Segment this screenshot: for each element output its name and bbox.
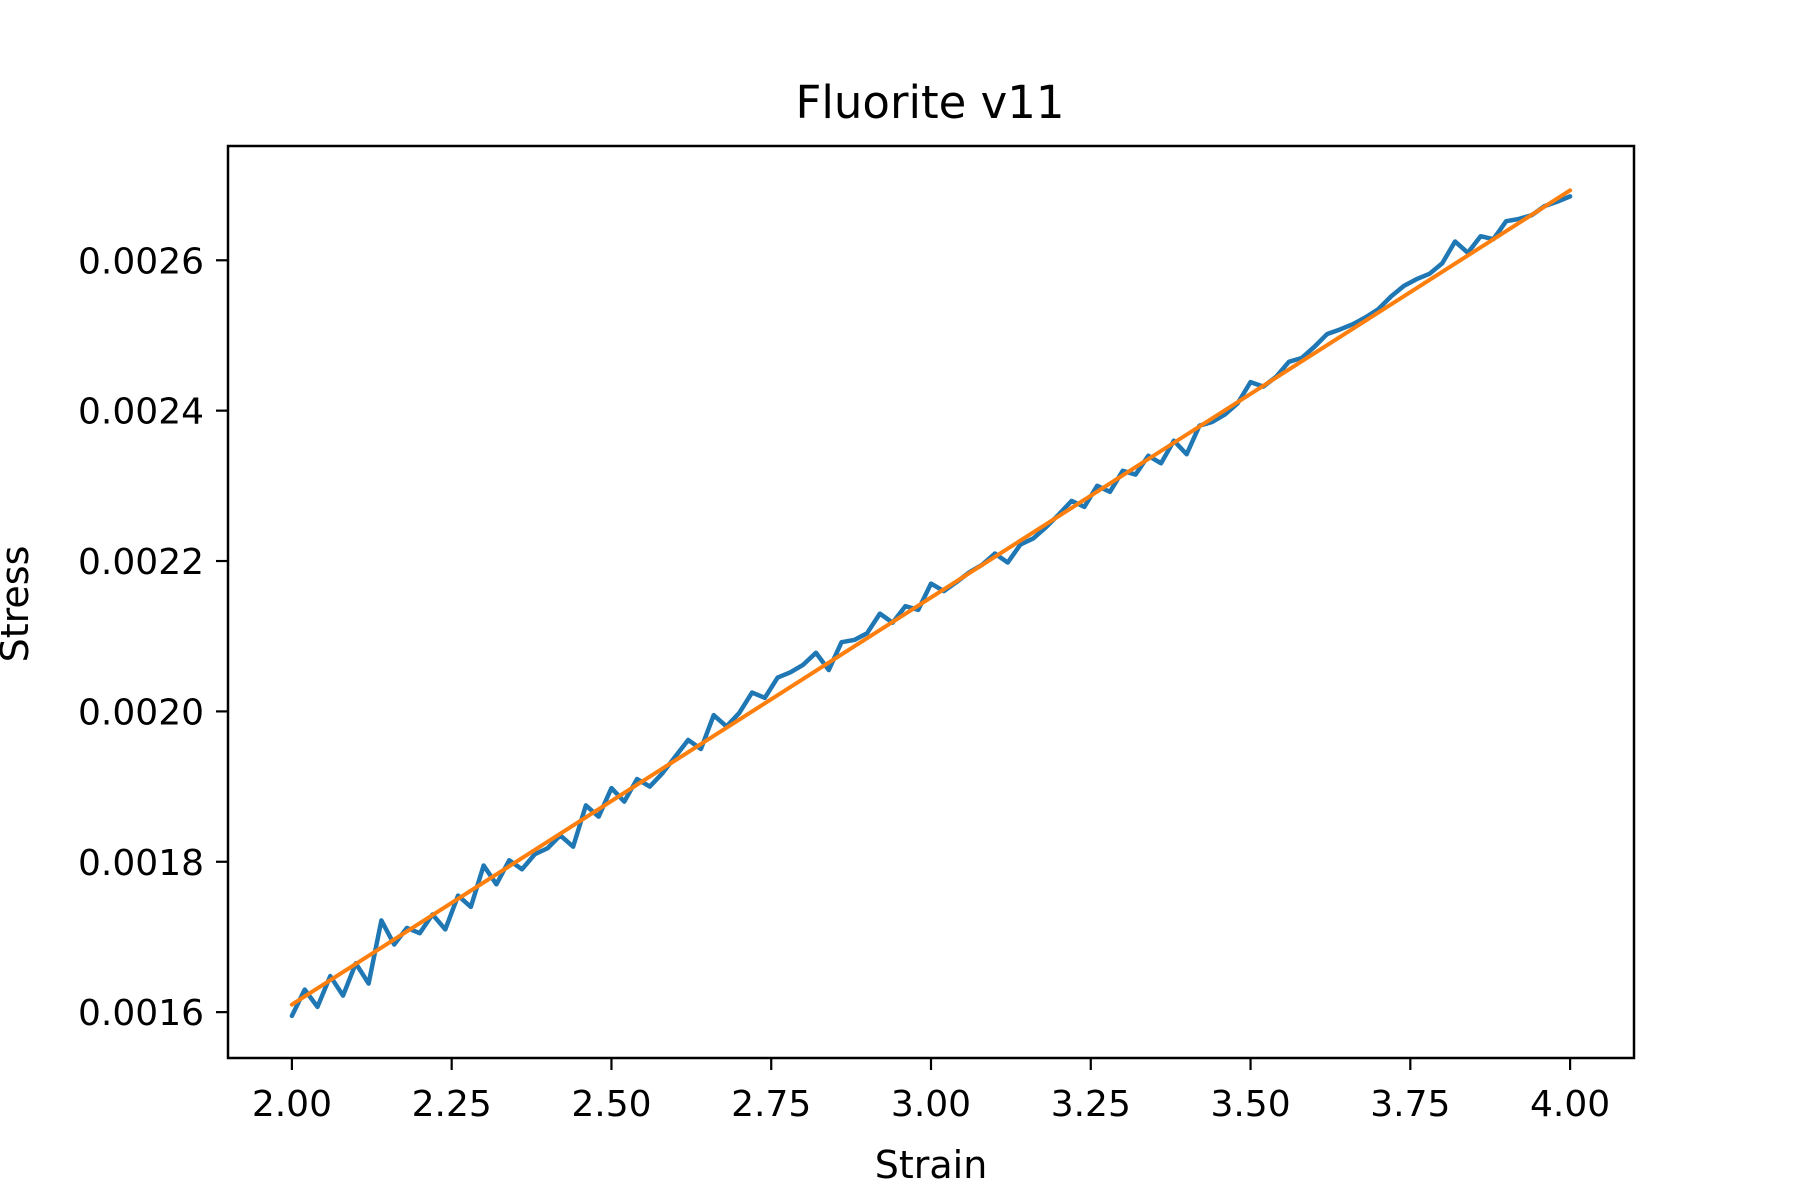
series-layer xyxy=(289,188,1573,1019)
y-tick-label: 0.0016 xyxy=(78,993,204,1034)
x-tick-label: 2.25 xyxy=(412,1084,492,1125)
y-tick-label: 0.0020 xyxy=(78,692,204,733)
y-tick-label: 0.0022 xyxy=(78,542,204,583)
y-tick-label: 0.0026 xyxy=(78,241,204,282)
x-tick-label: 2.00 xyxy=(252,1084,332,1125)
y-axis: 0.0016 0.0018 0.0020 0.0022 0.0024 0.0026 xyxy=(78,241,228,1034)
series-line-measured xyxy=(289,194,1573,1019)
x-tick-label: 2.50 xyxy=(571,1084,651,1125)
chart-title: Fluorite v11 xyxy=(796,76,1065,129)
x-tick-label: 3.25 xyxy=(1051,1084,1131,1125)
x-tick-label: 4.00 xyxy=(1530,1084,1610,1125)
x-tick-label: 2.75 xyxy=(731,1084,811,1125)
y-tick-label: 0.0018 xyxy=(78,843,204,884)
x-axis-label: Strain xyxy=(875,1143,988,1187)
x-tick-label: 3.00 xyxy=(891,1084,971,1125)
series-line-fit xyxy=(289,188,1573,1007)
x-tick-label: 3.75 xyxy=(1370,1084,1450,1125)
x-axis: 2.00 2.25 2.50 2.75 3.00 3.25 3.50 3.75 4.00 xyxy=(252,1058,1610,1125)
x-tick-label: 3.50 xyxy=(1210,1084,1290,1125)
y-tick-label: 0.0024 xyxy=(78,392,204,433)
y-axis-label: Stress xyxy=(0,546,37,663)
